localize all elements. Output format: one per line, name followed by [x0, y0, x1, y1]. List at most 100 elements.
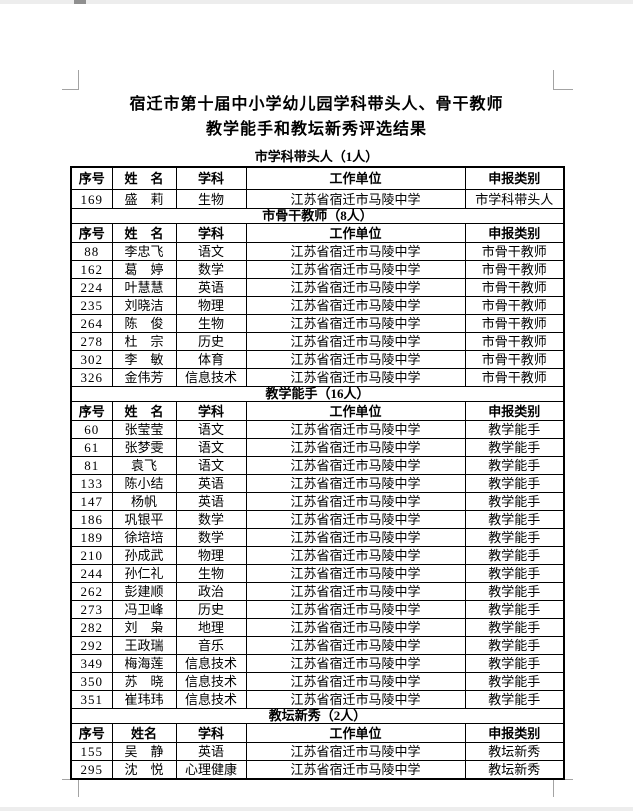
table-row: 155 吴 静英语 江苏省宿迁市马陵中学 教坛新秀 — [70, 742, 565, 761]
workplace-cell: 江苏省宿迁市马陵中学 — [245, 332, 466, 351]
table-row: 61 张梦雯 语文 江苏省宿迁市马陵中学 教学能手 — [70, 438, 565, 457]
category-cell: 教学能手 — [464, 564, 565, 583]
subject-cell: 物理 — [175, 546, 247, 565]
subject-header: 学科 — [175, 223, 247, 243]
subject-cell: 体育 — [175, 350, 247, 369]
subject-cell: 英语 — [175, 278, 247, 297]
name-cell: 徐培培 — [111, 528, 177, 547]
name-cell: 崔玮玮 — [111, 690, 177, 709]
section-title-row: 教学能手（16人） — [70, 386, 565, 402]
category-cell: 市骨干教师 — [464, 278, 565, 297]
table-row: 162 葛 婷数学 江苏省宿迁市马陵中学 市骨干教师 — [70, 260, 565, 279]
subject-cell: 信息技术 — [175, 690, 247, 709]
text-boundary-mark-top-left — [62, 70, 79, 90]
subject-cell: 历史 — [175, 600, 247, 619]
name-cell: 陈 俊 — [111, 314, 177, 333]
subject-header: 学科 — [175, 723, 247, 743]
serial-cell: 60 — [70, 420, 113, 439]
name-cell: 刘晓洁 — [111, 296, 177, 315]
name-cell: 杨帆 — [111, 492, 177, 511]
category-header: 申报类别 — [464, 723, 565, 743]
category-cell: 教坛新秀 — [464, 760, 565, 780]
category-cell: 市骨干教师 — [464, 368, 565, 387]
serial-cell: 169 — [70, 189, 113, 209]
subject-cell: 英语 — [175, 742, 247, 761]
subject-cell: 英语 — [175, 492, 247, 511]
workplace-cell: 江苏省宿迁市马陵中学 — [245, 760, 466, 780]
document-title: 宿迁市第十届中小学幼儿园学科带头人、骨干教师 教学能手和教坛新秀评选结果 — [0, 92, 633, 142]
subject-cell: 历史 — [175, 332, 247, 351]
serial-cell: 292 — [70, 636, 113, 655]
workplace-cell: 江苏省宿迁市马陵中学 — [245, 492, 466, 511]
workplace-cell: 江苏省宿迁市马陵中学 — [245, 618, 466, 637]
serial-cell: 244 — [70, 564, 113, 583]
text-boundary-mark-top-right — [553, 70, 573, 90]
category-cell: 教学能手 — [464, 582, 565, 601]
table-row: 189 徐培培 数学 江苏省宿迁市马陵中学 教学能手 — [70, 528, 565, 547]
column-header-row: 序号姓 名学科 工作单位 申报类别 — [70, 401, 565, 421]
document-page: 宿迁市第十届中小学幼儿园学科带头人、骨干教师 教学能手和教坛新秀评选结果 市学科… — [0, 4, 633, 807]
category-header: 申报类别 — [464, 223, 565, 243]
name-cell: 陈小结 — [111, 474, 177, 493]
workplace-cell: 江苏省宿迁市马陵中学 — [245, 546, 466, 565]
table-row: 264 陈 俊生物 江苏省宿迁市马陵中学 市骨干教师 — [70, 314, 565, 333]
name-cell: 沈 悦 — [111, 760, 177, 780]
serial-cell: 224 — [70, 278, 113, 297]
workplace-cell: 江苏省宿迁市马陵中学 — [245, 189, 466, 209]
serial-cell: 186 — [70, 510, 113, 529]
table-row: 351 崔玮玮 信息技术 江苏省宿迁市马陵中学 教学能手 — [70, 690, 565, 709]
subject-cell: 数学 — [175, 510, 247, 529]
subject-cell: 生物 — [175, 189, 247, 209]
name-header: 姓名 — [111, 723, 177, 743]
subject-cell: 信息技术 — [175, 368, 247, 387]
workplace-cell: 江苏省宿迁市马陵中学 — [245, 350, 466, 369]
category-cell: 市骨干教师 — [464, 350, 565, 369]
table-row: 224 叶慧慧 英语 江苏省宿迁市马陵中学 市骨干教师 — [70, 278, 565, 297]
serial-cell: 264 — [70, 314, 113, 333]
table-row: 210 孙成武 物理 江苏省宿迁市马陵中学 教学能手 — [70, 546, 565, 565]
serial-cell: 278 — [70, 332, 113, 351]
name-cell: 葛 婷 — [111, 260, 177, 279]
workplace-cell: 江苏省宿迁市马陵中学 — [245, 742, 466, 761]
category-cell: 教学能手 — [464, 672, 565, 691]
name-cell: 孙成武 — [111, 546, 177, 565]
section-title: 市骨干教师（8人） — [70, 208, 565, 224]
category-cell: 教学能手 — [464, 690, 565, 709]
subject-cell: 信息技术 — [175, 672, 247, 691]
category-header: 申报类别 — [464, 166, 565, 190]
name-cell: 冯卫峰 — [111, 600, 177, 619]
serial-cell: 210 — [70, 546, 113, 565]
serial-cell: 155 — [70, 742, 113, 761]
workplace-cell: 江苏省宿迁市马陵中学 — [245, 474, 466, 493]
serial-header: 序号 — [70, 223, 113, 243]
workplace-cell: 江苏省宿迁市马陵中学 — [245, 278, 466, 297]
subject-header: 学科 — [175, 166, 247, 190]
workplace-cell: 江苏省宿迁市马陵中学 — [245, 420, 466, 439]
workplace-cell: 江苏省宿迁市马陵中学 — [245, 242, 466, 261]
name-cell: 巩银平 — [111, 510, 177, 529]
table-row: 292 王政瑞 音乐 江苏省宿迁市马陵中学 教学能手 — [70, 636, 565, 655]
name-cell: 刘 枭 — [111, 618, 177, 637]
serial-cell: 349 — [70, 654, 113, 673]
category-header: 申报类别 — [464, 401, 565, 421]
workplace-header: 工作单位 — [245, 401, 466, 421]
serial-cell: 302 — [70, 350, 113, 369]
section-title: 教坛新秀（2人） — [70, 708, 565, 724]
table-row: 244 孙仁礼 生物 江苏省宿迁市马陵中学 教学能手 — [70, 564, 565, 583]
serial-cell: 133 — [70, 474, 113, 493]
category-cell: 教学能手 — [464, 600, 565, 619]
table-row: 349 梅海莲 信息技术 江苏省宿迁市马陵中学 教学能手 — [70, 654, 565, 673]
name-cell: 盛 莉 — [111, 189, 177, 209]
table-row: 302 李 敏体育 江苏省宿迁市马陵中学 市骨干教师 — [70, 350, 565, 369]
scrollbar-thumb[interactable] — [74, 0, 86, 4]
subject-cell: 物理 — [175, 296, 247, 315]
document-title-line2: 教学能手和教坛新秀评选结果 — [205, 121, 427, 138]
text-boundary-mark-bottom-left — [62, 779, 79, 797]
subject-cell: 语文 — [175, 438, 247, 457]
name-cell: 苏 晓 — [111, 672, 177, 691]
serial-cell: 61 — [70, 438, 113, 457]
workplace-cell: 江苏省宿迁市马陵中学 — [245, 260, 466, 279]
name-cell: 吴 静 — [111, 742, 177, 761]
category-cell: 教学能手 — [464, 528, 565, 547]
workplace-cell: 江苏省宿迁市马陵中学 — [245, 600, 466, 619]
